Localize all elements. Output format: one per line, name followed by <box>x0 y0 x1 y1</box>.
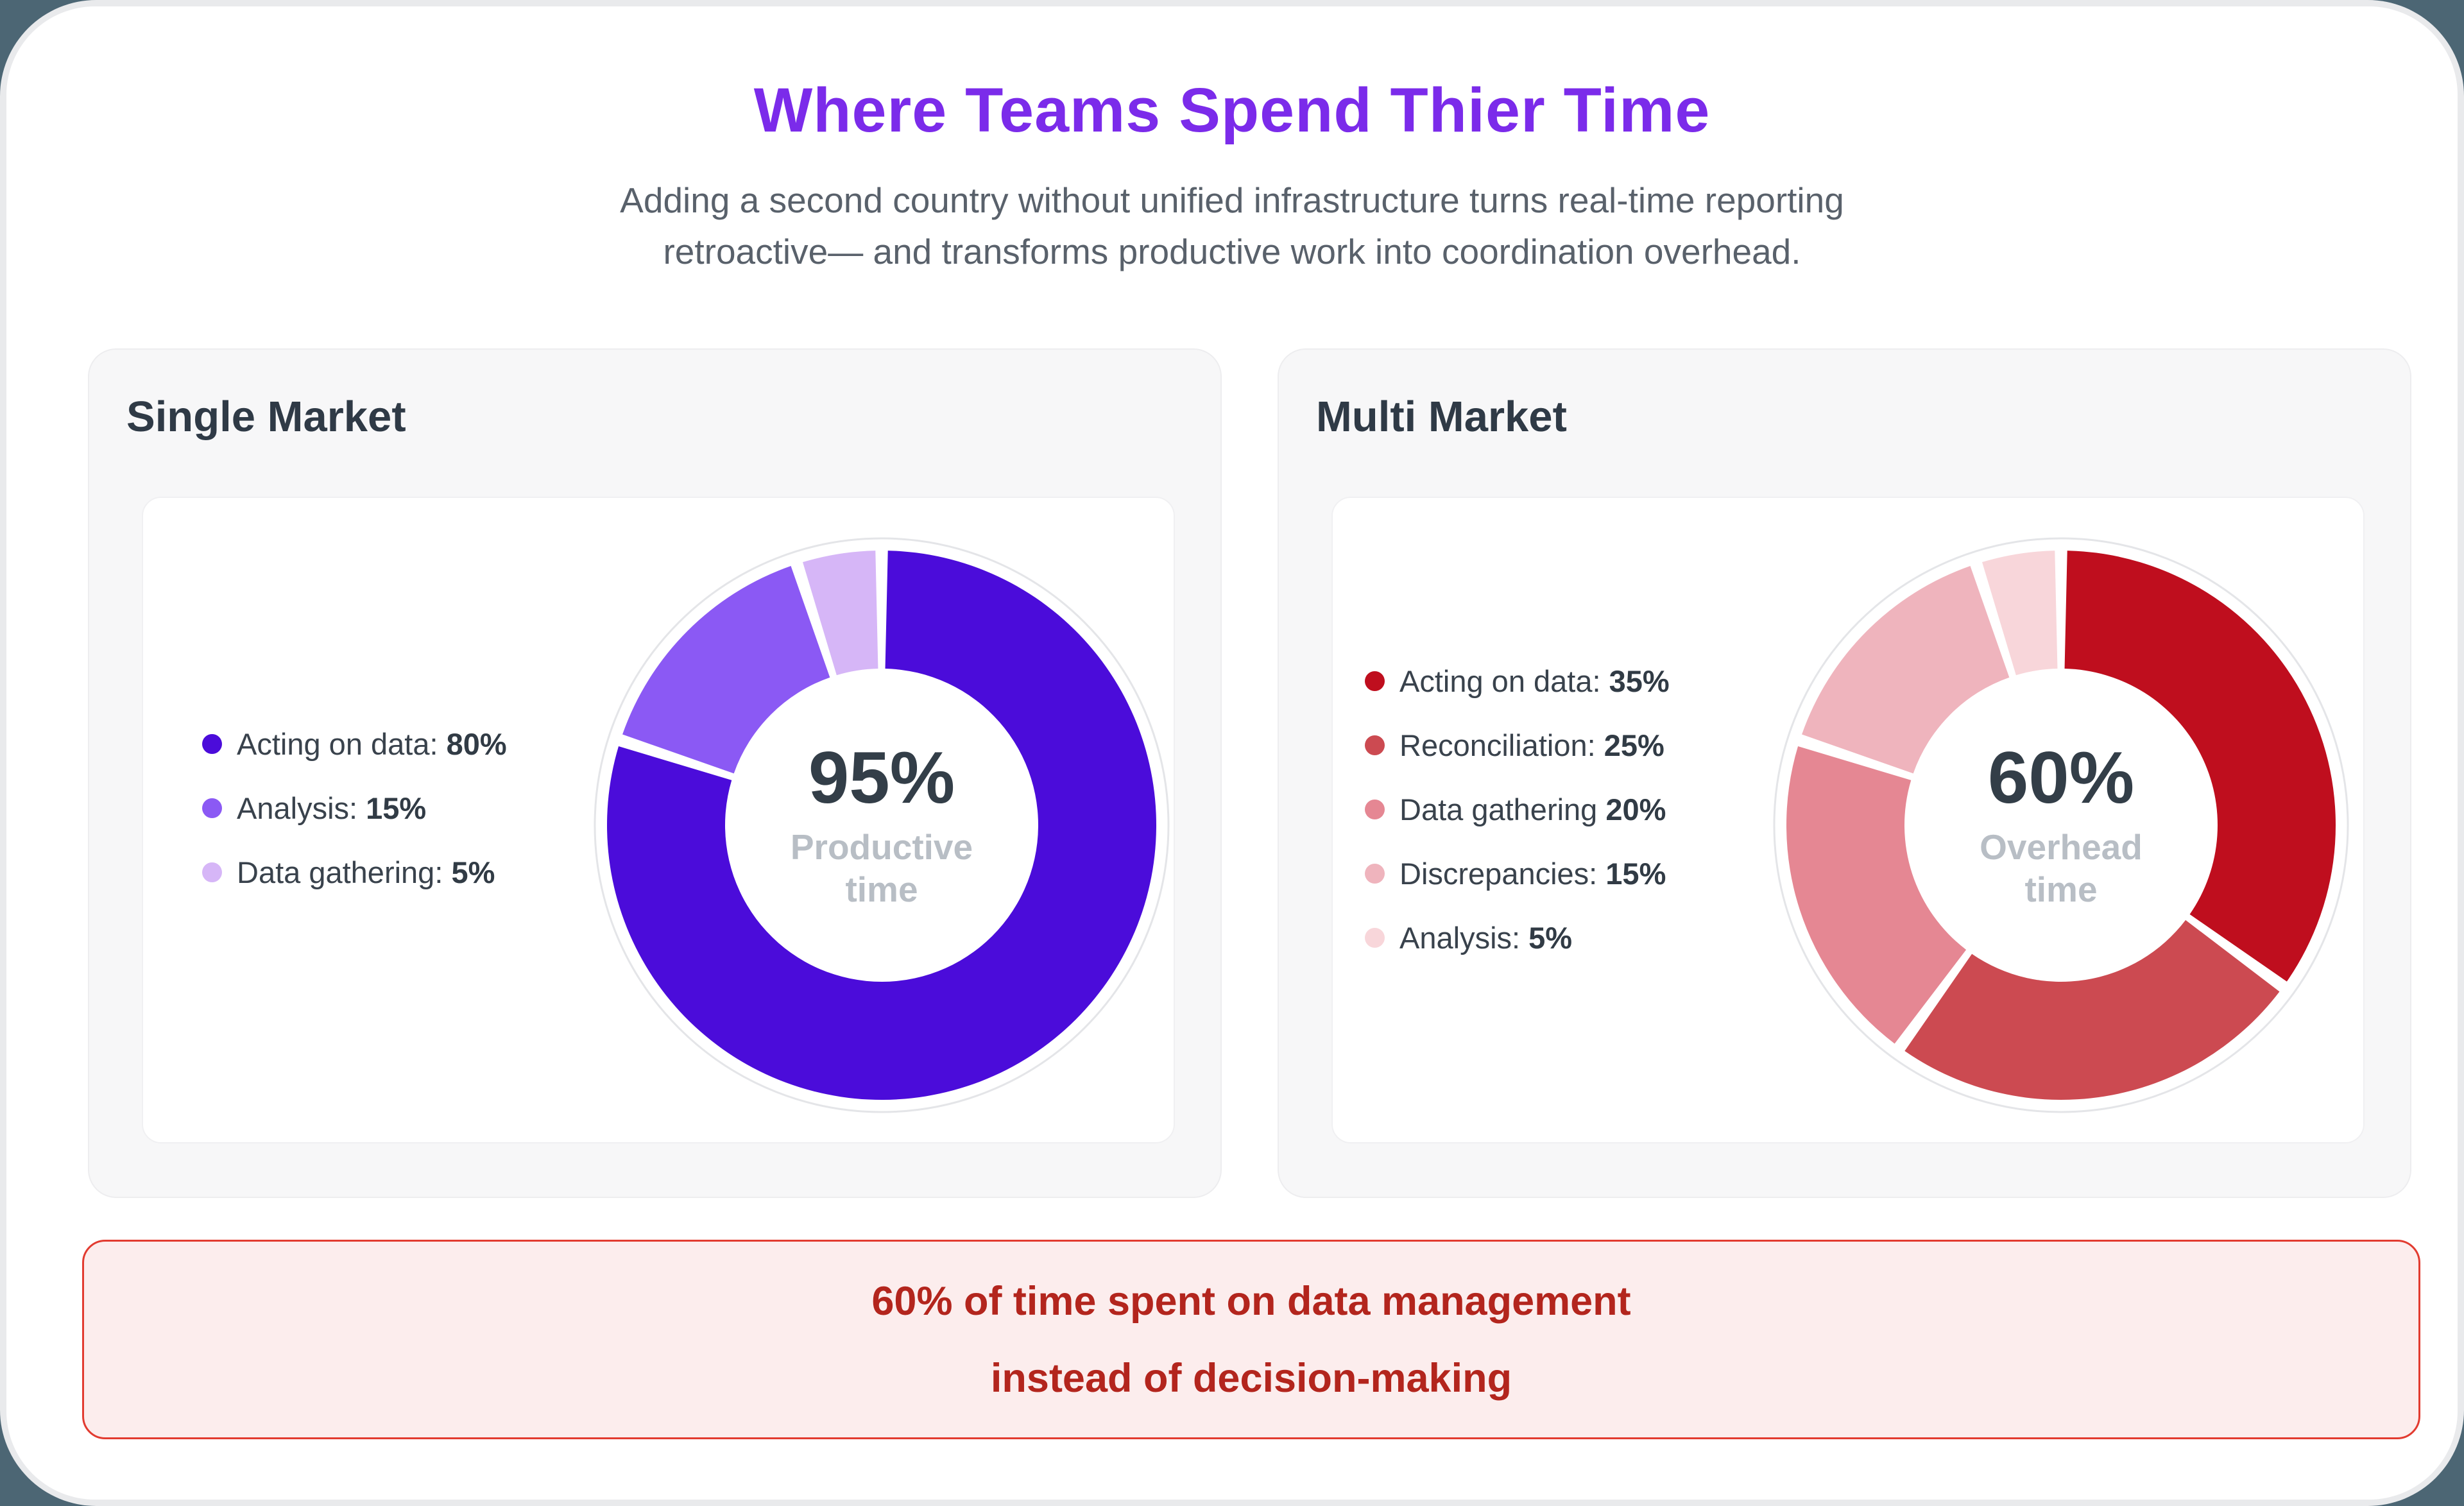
multi-market-donut-svg <box>1773 537 2349 1113</box>
multi-market-card: Multi Market Acting on data: 35% Reconcil… <box>1278 348 2411 1198</box>
legend-dot-icon <box>1365 799 1385 819</box>
multi-market-donut-center: 60% Overhead time <box>1946 740 2177 911</box>
legend-label: Discrepancies: 15% <box>1399 856 1666 891</box>
single-market-donut: 95% Productive time <box>586 530 1177 1120</box>
legend-percentage: 5% <box>451 855 495 889</box>
overhead-time-label: Overhead time <box>1980 827 2143 909</box>
legend-label: Data gathering: 5% <box>237 855 495 889</box>
subtitle-line-2: retroactive— and transforms productive w… <box>663 232 1801 271</box>
legend-item: Data gathering 20% <box>1365 777 1670 841</box>
single-market-donut-svg <box>594 537 1170 1113</box>
donut-segment <box>803 551 878 676</box>
donut-segment <box>1786 746 1967 1044</box>
legend-percentage: 15% <box>1605 856 1666 891</box>
legend-percentage: 80% <box>446 726 507 761</box>
productive-time-label: Productive time <box>790 827 973 909</box>
donut-segment <box>606 551 1156 1100</box>
subtitle-line-1: Adding a second country without unified … <box>620 180 1844 220</box>
donut-segment <box>2064 551 2336 982</box>
legend-percentage: 15% <box>366 791 427 825</box>
single-market-chart-panel: Acting on data: 80% Analysis: 15% Data gat… <box>142 497 1175 1143</box>
multi-market-chart-panel: Acting on data: 35% Reconciliation: 25% Da… <box>1331 497 2365 1143</box>
multi-market-legend: Acting on data: 35% Reconciliation: 25% Da… <box>1365 649 1670 970</box>
legend-percentage: 20% <box>1605 792 1666 826</box>
multi-market-title: Multi Market <box>1316 393 1567 441</box>
page-title: Where Teams Spend Thier Time <box>753 75 1711 145</box>
donut-segment <box>1802 566 2010 774</box>
single-market-title: Single Market <box>126 393 406 441</box>
legend-label: Analysis: 15% <box>237 791 427 825</box>
legend-item: Discrepancies: 15% <box>1365 841 1670 905</box>
donut-segment <box>1904 920 2280 1100</box>
legend-dot-icon <box>1365 927 1385 948</box>
legend-dot-icon <box>202 733 222 754</box>
main-card: Where Teams Spend Thier Time Adding a se… <box>6 6 2458 1500</box>
legend-item: Analysis: 5% <box>1365 905 1670 970</box>
legend-item: Acting on data: 35% <box>1365 649 1670 713</box>
single-market-legend: Acting on data: 80% Analysis: 15% Data gat… <box>202 712 507 904</box>
legend-item: Analysis: 15% <box>202 776 507 840</box>
legend-dot-icon <box>1365 671 1385 691</box>
legend-percentage: 25% <box>1604 728 1664 762</box>
legend-percentage: 5% <box>1528 920 1573 955</box>
overhead-time-value: 60% <box>1987 737 2135 819</box>
legend-label: Analysis: 5% <box>1399 920 1573 955</box>
legend-item: Reconciliation: 25% <box>1365 713 1670 777</box>
donut-segment <box>1982 551 2058 676</box>
legend-dot-icon <box>1365 863 1385 884</box>
legend-dot-icon <box>1365 735 1385 755</box>
banner-line-2: instead of decision-making <box>990 1355 1512 1401</box>
legend-dot-icon <box>202 798 222 818</box>
single-market-card: Single Market Acting on data: 80% Analysi… <box>88 348 1222 1198</box>
page-subtitle: Adding a second country without unified … <box>6 175 2458 277</box>
legend-dot-icon <box>202 862 222 882</box>
legend-label: Reconciliation: 25% <box>1399 728 1664 762</box>
banner-line-1: 60% of time spent on data management <box>871 1278 1631 1324</box>
legend-label: Acting on data: 80% <box>237 726 507 761</box>
legend-label: Data gathering 20% <box>1399 792 1666 826</box>
productive-time-value: 95% <box>808 737 955 819</box>
legend-item: Acting on data: 80% <box>202 712 507 776</box>
legend-item: Data gathering: 5% <box>202 840 507 904</box>
single-market-donut-center: 95% Productive time <box>766 740 997 911</box>
summary-banner: 60% of time spent on data management ins… <box>82 1240 2420 1439</box>
multi-market-donut: 60% Overhead time <box>1766 530 2356 1120</box>
donut-segment <box>622 566 830 774</box>
legend-percentage: 35% <box>1609 663 1670 698</box>
legend-label: Acting on data: 35% <box>1399 663 1670 698</box>
